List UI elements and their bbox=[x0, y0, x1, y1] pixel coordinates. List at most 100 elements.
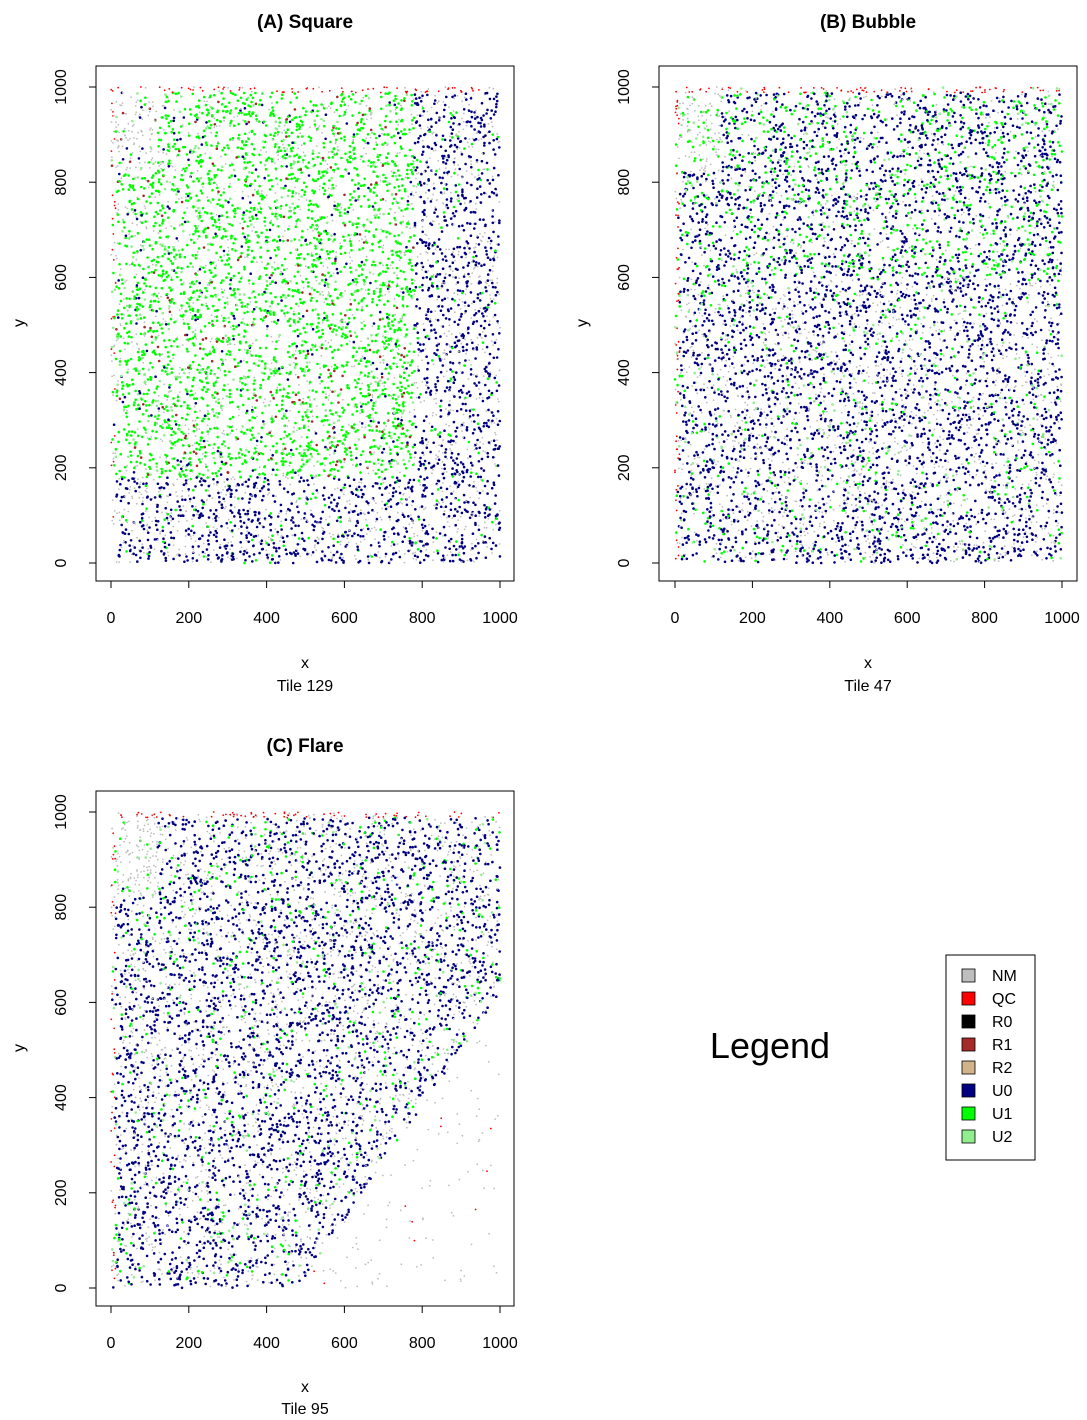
data-point-r1 bbox=[305, 309, 309, 313]
data-point-u1 bbox=[273, 248, 277, 252]
data-point-u0 bbox=[483, 367, 487, 371]
data-point-u1 bbox=[295, 122, 299, 126]
data-point-u1 bbox=[387, 321, 391, 325]
data-point-u0 bbox=[425, 355, 428, 359]
data-point-u0 bbox=[255, 525, 259, 529]
data-point-u1 bbox=[357, 377, 361, 381]
data-point-u0 bbox=[464, 137, 467, 140]
data-point-u1 bbox=[222, 116, 226, 119]
data-point-u1 bbox=[333, 324, 337, 328]
data-point-u1 bbox=[289, 306, 293, 310]
data-point-nm bbox=[350, 509, 352, 512]
data-point-u1 bbox=[418, 285, 422, 289]
data-point-u1 bbox=[389, 448, 392, 452]
data-point-nm bbox=[421, 225, 424, 228]
data-point-u1 bbox=[231, 248, 234, 251]
data-point-u0 bbox=[497, 474, 501, 477]
data-point-u1 bbox=[348, 198, 352, 202]
data-point-u1 bbox=[148, 161, 151, 164]
data-point-r1 bbox=[380, 375, 384, 379]
data-point-u2 bbox=[299, 402, 303, 406]
data-point-u1 bbox=[195, 447, 198, 451]
data-point-nm bbox=[113, 345, 115, 348]
data-point-u1 bbox=[314, 275, 318, 279]
data-point-nm bbox=[417, 365, 419, 368]
data-point-nm bbox=[387, 536, 390, 538]
data-point-nm bbox=[458, 551, 461, 554]
data-point-u2 bbox=[154, 338, 157, 341]
data-point-u0 bbox=[251, 560, 254, 563]
data-point-u1 bbox=[391, 261, 394, 264]
data-point-u2 bbox=[397, 395, 400, 399]
data-point-u1 bbox=[300, 343, 304, 347]
data-point-u1 bbox=[385, 263, 389, 267]
data-point-u0 bbox=[307, 174, 311, 177]
data-point-nm bbox=[286, 372, 289, 375]
data-point-u0 bbox=[293, 533, 297, 537]
data-point-u1 bbox=[365, 276, 368, 279]
data-point-u0 bbox=[457, 224, 461, 228]
data-point-u1 bbox=[245, 98, 248, 101]
data-point-u0 bbox=[340, 552, 343, 556]
data-point-u1 bbox=[175, 100, 178, 103]
data-point-u0 bbox=[409, 193, 413, 196]
data-point-nm bbox=[152, 230, 155, 232]
data-point-r1 bbox=[368, 451, 372, 454]
data-point-u0 bbox=[414, 324, 417, 327]
data-point-u1 bbox=[343, 251, 347, 255]
data-point-r1 bbox=[195, 464, 199, 468]
data-point-u1 bbox=[154, 241, 158, 245]
data-point-u1 bbox=[410, 371, 414, 375]
data-point-nm bbox=[353, 554, 356, 557]
data-point-u1 bbox=[274, 215, 277, 218]
data-point-r1 bbox=[349, 334, 353, 338]
data-point-u0 bbox=[484, 334, 487, 338]
data-point-r1 bbox=[343, 458, 346, 461]
data-point-u0 bbox=[454, 429, 457, 433]
data-point-nm bbox=[471, 542, 473, 545]
data-point-qc bbox=[354, 91, 357, 94]
data-point-nm bbox=[218, 90, 221, 93]
data-point-u2 bbox=[389, 109, 392, 113]
data-point-u1 bbox=[227, 320, 231, 324]
data-point-u2 bbox=[270, 265, 274, 269]
data-point-u2 bbox=[290, 239, 293, 243]
data-point-u1 bbox=[120, 313, 124, 316]
data-point-nm bbox=[353, 114, 355, 117]
data-point-nm bbox=[117, 208, 120, 211]
data-point-u1 bbox=[320, 278, 324, 282]
data-point-u0 bbox=[281, 536, 285, 539]
data-point-u1 bbox=[257, 293, 261, 296]
data-point-u0 bbox=[435, 506, 438, 510]
data-point-u0 bbox=[352, 133, 356, 136]
data-point-nm bbox=[476, 336, 479, 339]
data-point-u1 bbox=[217, 469, 220, 473]
data-point-u1 bbox=[322, 174, 325, 177]
data-point-qc bbox=[340, 87, 343, 89]
data-point-nm bbox=[327, 151, 330, 153]
data-point-nm bbox=[463, 96, 466, 99]
data-point-u0 bbox=[132, 471, 136, 474]
data-point-u1 bbox=[243, 220, 246, 223]
data-point-u1 bbox=[388, 434, 391, 438]
data-point-u0 bbox=[471, 431, 475, 435]
data-point-u1 bbox=[140, 185, 143, 189]
data-point-u0 bbox=[192, 531, 196, 535]
data-point-u0 bbox=[462, 229, 466, 232]
data-point-u0 bbox=[421, 441, 425, 445]
data-point-u1 bbox=[259, 317, 263, 321]
data-point-nm bbox=[458, 146, 461, 149]
data-point-nm bbox=[426, 252, 429, 254]
data-point-nm bbox=[129, 263, 131, 266]
data-point-u1 bbox=[397, 344, 401, 347]
data-point-u1 bbox=[290, 149, 293, 153]
data-point-u1 bbox=[213, 443, 216, 446]
data-point-nm bbox=[118, 477, 121, 480]
data-point-u0 bbox=[480, 118, 484, 122]
data-point-u1 bbox=[322, 230, 326, 233]
data-point-u1 bbox=[300, 243, 303, 247]
data-point-u1 bbox=[205, 235, 208, 239]
data-point-nm bbox=[415, 191, 417, 194]
data-point-nm bbox=[212, 483, 215, 485]
data-point-u1 bbox=[250, 410, 254, 414]
